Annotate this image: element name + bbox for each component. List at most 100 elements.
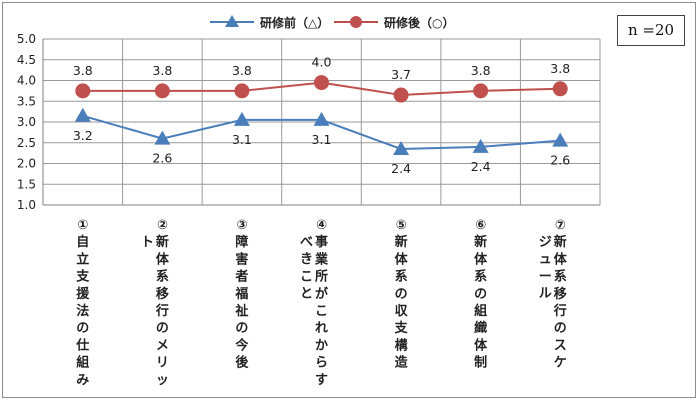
category-label-char: と — [300, 287, 313, 302]
category-label-char: ー — [539, 269, 552, 284]
category-label-char: ⑦ — [555, 218, 566, 233]
category-label-char: ① — [77, 218, 88, 233]
category-label-char: べ — [300, 235, 313, 250]
data-label: 3.1 — [232, 132, 252, 147]
category-label-char: 体 — [474, 337, 488, 353]
category-label-char: 新 — [554, 234, 567, 250]
category-label-char: か — [315, 338, 328, 353]
category-label-char: 者 — [234, 269, 248, 285]
category-label-char: 構 — [395, 337, 408, 353]
y-tick-label: 2.5 — [17, 136, 36, 150]
legend-marker-circle — [350, 16, 362, 28]
data-point-circle — [552, 81, 568, 97]
category-label-char: ス — [554, 338, 567, 353]
category-label-char: ケ — [554, 356, 567, 371]
category-label-char: 系 — [156, 269, 169, 285]
category-label-char: 新 — [474, 234, 487, 250]
category-label-char: ル — [539, 287, 552, 302]
category-label-char: 支 — [394, 320, 409, 336]
category-label-char: 系 — [395, 269, 408, 285]
legend-label: 研修後（○） — [384, 15, 454, 30]
category-label-char: メ — [156, 338, 169, 353]
data-point-triangle — [552, 132, 569, 147]
category-label-char: ト — [141, 235, 154, 250]
data-label: 2.4 — [391, 161, 411, 176]
data-label: 3.7 — [391, 67, 411, 82]
category-label-char: リ — [156, 356, 169, 371]
category-label-char: 今 — [234, 337, 249, 353]
category-label-char: ② — [157, 218, 168, 233]
data-label: 3.8 — [152, 63, 172, 78]
category-label-char: 組 — [474, 303, 487, 319]
category-label-char: れ — [315, 321, 328, 336]
data-point-circle — [473, 83, 489, 99]
category-label-char: ④ — [316, 218, 327, 233]
category-label-char: 体 — [156, 251, 170, 267]
category-label-char: 援 — [76, 286, 90, 302]
category-label-char: 体 — [474, 251, 488, 267]
data-label: 2.4 — [471, 159, 491, 174]
category-label-char: 新 — [156, 234, 169, 250]
data-point-triangle — [393, 140, 410, 155]
category-label-char: の — [395, 287, 408, 302]
category-label-char: す — [315, 373, 328, 388]
data-label: 3.8 — [550, 61, 570, 76]
category-label-char: 福 — [234, 286, 248, 302]
data-label: 2.6 — [550, 153, 570, 168]
category-label-char: 支 — [75, 269, 90, 285]
category-label-char: の — [554, 321, 567, 336]
category-label-char: 体 — [554, 251, 568, 267]
category-label-char: ら — [315, 356, 328, 371]
data-point-triangle — [233, 111, 250, 126]
data-point-circle — [234, 83, 250, 99]
category-label-char: の — [474, 287, 487, 302]
y-tick-label: 4.0 — [17, 74, 36, 88]
category-label-char: が — [315, 286, 328, 302]
category-label-char: 系 — [554, 269, 567, 285]
category-label-char: 仕 — [75, 337, 89, 353]
legend: 研修前（△） 研修後（○） — [210, 15, 454, 30]
category-label-char: 祉 — [235, 303, 248, 319]
category-label-char: 織 — [474, 320, 487, 336]
data-point-circle — [75, 83, 91, 99]
category-label-char: 自 — [76, 234, 89, 250]
data-label: 3.8 — [471, 63, 491, 78]
category-label-layer: ①自立支援法の仕組み②新体系移行のメリット③障害者福祉の今後④事業所がこれからす… — [75, 218, 567, 388]
category-label-char: 組 — [76, 355, 89, 371]
category-label-char: こ — [300, 269, 313, 284]
category-label-char: 移 — [554, 286, 567, 302]
y-tick-label: 1.5 — [17, 177, 36, 191]
category-label-char: 移 — [156, 286, 169, 302]
category-label-char: ③ — [236, 218, 247, 233]
data-label: 3.2 — [73, 128, 93, 143]
category-label-char: 所 — [315, 269, 328, 285]
label-layer: 3.2 2.6 3.1 3.1 2.4 2.4 2.6 3.8 3.8 3.8 4.0 3.7 3.8 3… — [73, 55, 570, 176]
y-tick-label: 2.0 — [17, 157, 36, 171]
data-label: 2.6 — [152, 151, 172, 166]
category-label-char: 業 — [314, 251, 329, 267]
category-label-char: 害 — [235, 251, 248, 267]
category-label-char: 行 — [553, 303, 567, 319]
data-label: 3.8 — [232, 63, 252, 78]
category-label-char: 収 — [395, 304, 409, 319]
category-label-char: き — [300, 252, 313, 267]
category-label-char: こ — [315, 304, 328, 319]
axis-layer: 1.0 1.5 2.0 2.5 3.0 3.5 4.0 4.5 5.0 — [17, 32, 600, 212]
category-label-char: 障 — [235, 234, 248, 250]
category-label-char: 体 — [395, 251, 409, 267]
category-label-char: ッ — [156, 373, 169, 388]
category-label-char: 行 — [155, 303, 169, 319]
data-point-triangle — [313, 111, 330, 126]
y-tick-label: 1.0 — [17, 198, 36, 212]
series-layer — [74, 75, 569, 155]
legend-label: 研修前（△） — [260, 15, 329, 30]
category-label-char: 新 — [395, 234, 408, 250]
category-label-char: み — [76, 373, 89, 388]
